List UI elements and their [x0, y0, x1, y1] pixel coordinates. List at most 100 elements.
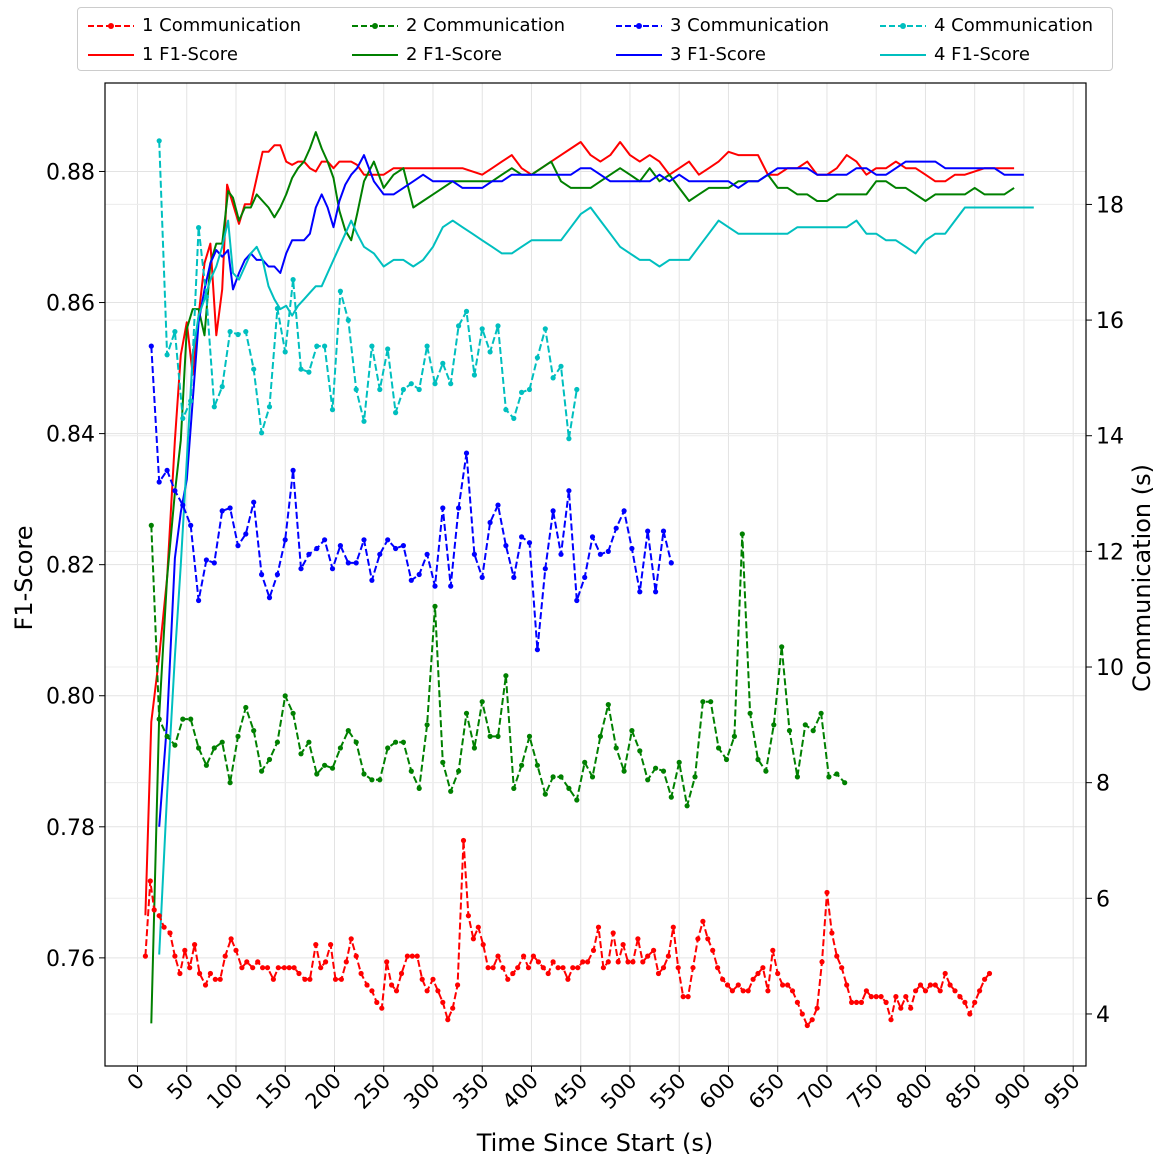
x-tick-label: 500	[596, 1069, 641, 1114]
legend-label: 4 F1-Score	[934, 44, 1030, 65]
communication-point-1	[675, 965, 681, 971]
x-axis-ticks: 0 50 100 150 200 250 300 350 400 450 500 550 600 650 7…	[123, 1066, 1085, 1114]
communication-point-4	[424, 343, 430, 349]
communication-point-2	[834, 771, 840, 777]
x-tick-label: 50	[162, 1069, 198, 1105]
communication-point-2	[542, 791, 548, 797]
x-tick-label: 300	[399, 1069, 444, 1114]
communication-point-2	[613, 745, 619, 751]
communication-point-1	[270, 976, 276, 982]
communication-point-2	[456, 768, 462, 774]
communication-point-3	[519, 534, 525, 540]
communication-point-4	[566, 436, 572, 442]
x-tick-label: 200	[301, 1069, 346, 1114]
x-tick-label: 850	[941, 1069, 986, 1114]
communication-point-2	[377, 777, 383, 783]
y-tick-label: 0.80	[46, 685, 95, 710]
communication-point-3	[534, 647, 541, 653]
f1-series-line-1	[144, 141, 1015, 916]
communication-point-1	[972, 999, 978, 1006]
communication-point-3	[471, 551, 477, 557]
communication-point-1	[187, 965, 193, 971]
communication-point-1	[615, 959, 621, 965]
communication-point-4	[361, 418, 367, 424]
communication-point-1	[156, 913, 162, 919]
communication-point-4	[156, 138, 162, 144]
communication-point-1	[893, 994, 899, 1000]
communication-point-1	[353, 953, 359, 959]
communication-point-3	[440, 505, 446, 511]
communication-point-1	[610, 930, 616, 936]
communication-point-2	[282, 693, 288, 699]
communication-point-1	[651, 947, 657, 954]
communication-point-2	[487, 733, 493, 740]
communication-point-1	[868, 994, 874, 1000]
x-tick-label: 150	[251, 1069, 296, 1114]
communication-point-2	[597, 733, 604, 740]
communication-point-1	[255, 959, 261, 965]
communication-point-1	[450, 1005, 456, 1011]
communication-point-1	[967, 1011, 973, 1017]
communication-point-3	[180, 502, 186, 508]
communication-point-1	[358, 970, 364, 977]
communication-point-4	[369, 343, 375, 349]
communication-point-1	[878, 994, 884, 1000]
communication-point-1	[286, 965, 292, 971]
communication-point-1	[755, 970, 761, 977]
communication-point-3	[385, 537, 391, 543]
communication-point-1	[665, 953, 672, 959]
communication-point-3	[369, 577, 375, 583]
communication-point-3	[337, 543, 343, 549]
communication-point-3	[266, 595, 273, 601]
communication-point-1	[505, 976, 511, 982]
communication-point-2	[700, 699, 706, 705]
communication-point-3	[416, 571, 422, 578]
series-layer	[142, 131, 1034, 1029]
y2-tick-label: 18	[1096, 193, 1124, 218]
legend-swatch	[616, 23, 662, 29]
communication-point-2	[826, 774, 832, 780]
communication-point-3	[424, 551, 430, 557]
communication-point-1	[364, 982, 370, 988]
communication-point-2	[337, 745, 343, 751]
legend-swatch	[616, 54, 662, 56]
communication-point-2	[676, 759, 682, 766]
communication-point-2	[755, 756, 761, 763]
communication-point-2	[605, 702, 611, 708]
communication-point-3	[456, 505, 462, 511]
communication-point-4	[432, 381, 438, 387]
communication-point-3	[345, 560, 351, 566]
communication-point-1	[690, 965, 696, 971]
communication-point-4	[416, 386, 422, 393]
communication-point-1	[318, 965, 324, 971]
communication-point-1	[765, 988, 771, 994]
communication-point-3	[148, 343, 154, 349]
communication-point-2	[763, 768, 769, 774]
communication-point-1	[302, 976, 308, 982]
communication-point-4	[243, 329, 249, 335]
communication-point-1	[560, 965, 566, 971]
communication-point-1	[710, 947, 716, 954]
communication-point-3	[164, 467, 170, 473]
communication-point-4	[550, 375, 556, 381]
communication-point-4	[266, 404, 273, 410]
communication-point-2	[148, 522, 154, 529]
communication-point-4	[440, 360, 446, 366]
communication-point-3	[629, 545, 635, 552]
communication-point-2	[440, 759, 446, 766]
communication-point-3	[645, 528, 651, 534]
y2-tick-label: 6	[1096, 887, 1110, 912]
legend-label: 2 Communication	[406, 15, 566, 36]
communication-point-2	[802, 722, 808, 728]
communication-point-1	[780, 982, 786, 988]
communication-series-line-3	[150, 346, 673, 651]
communication-point-2	[621, 768, 627, 774]
x-tick-label: 950	[1039, 1069, 1084, 1114]
communication-point-4	[448, 381, 454, 387]
communication-point-1	[745, 988, 751, 994]
communication-point-3	[550, 508, 556, 514]
communication-point-3	[259, 571, 265, 578]
communication-point-3	[251, 499, 257, 505]
communication-point-1	[799, 1011, 805, 1017]
communication-point-1	[445, 1017, 451, 1023]
